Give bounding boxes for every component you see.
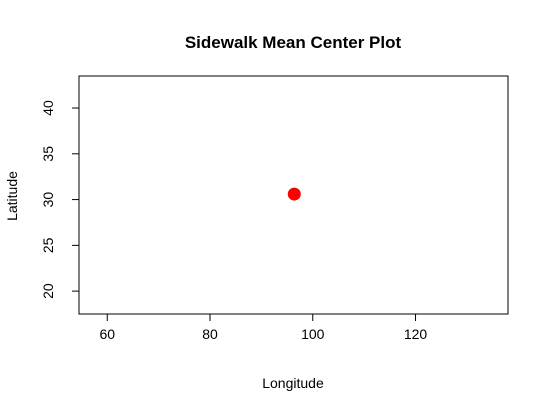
- y-tick-label: 30: [40, 192, 56, 208]
- y-axis: 20 25 30 35 40: [40, 100, 80, 299]
- x-tick-label: 100: [301, 326, 325, 342]
- x-axis: 60 80 100 120: [99, 313, 428, 342]
- mean-center-point: [287, 187, 301, 201]
- y-tick-label: 35: [40, 146, 56, 162]
- y-tick-label: 20: [40, 283, 56, 299]
- data-points: [287, 187, 301, 201]
- y-tick-label: 40: [40, 100, 56, 116]
- x-axis-label: Longitude: [262, 375, 324, 391]
- x-tick-label: 80: [202, 326, 218, 342]
- x-tick-label: 60: [99, 326, 115, 342]
- y-axis-label: Latitude: [4, 171, 20, 221]
- chart-title: Sidewalk Mean Center Plot: [185, 33, 402, 52]
- y-tick-label: 25: [40, 237, 56, 253]
- x-tick-label: 120: [404, 326, 428, 342]
